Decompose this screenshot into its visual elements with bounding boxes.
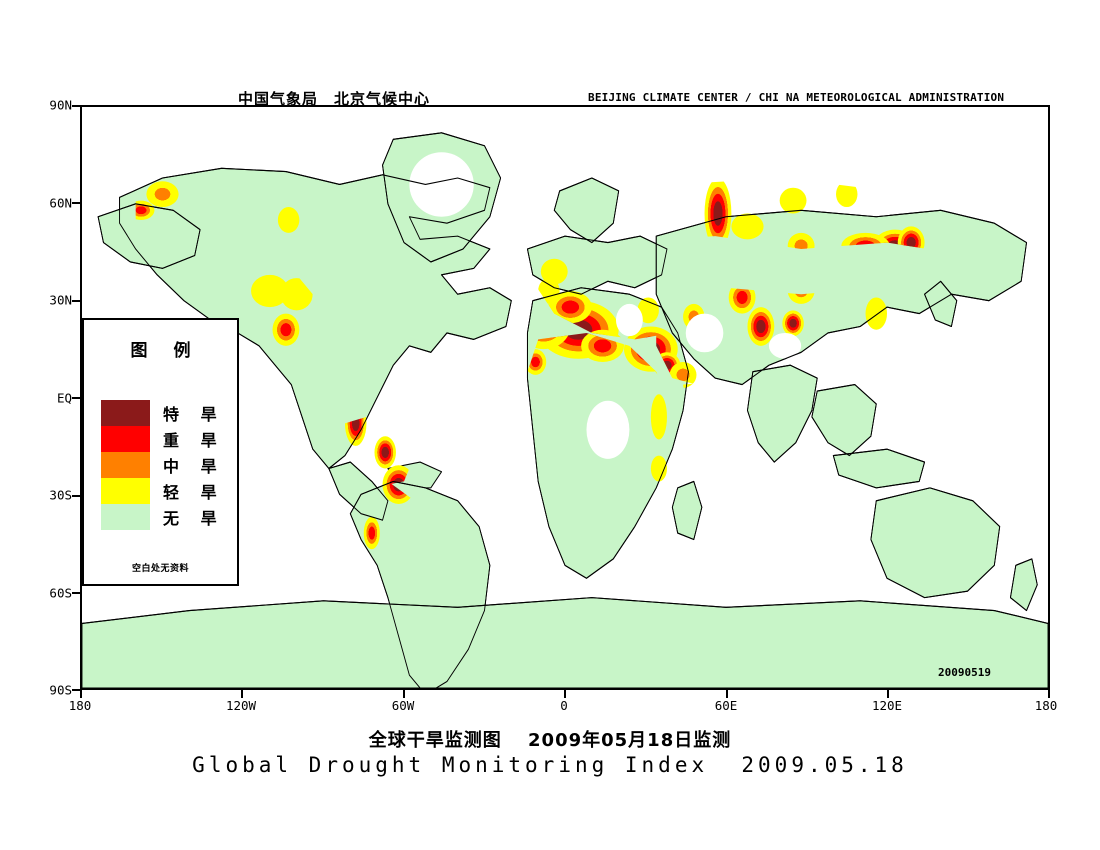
y-axis-mark-30s <box>72 495 80 497</box>
land-antarctica <box>82 597 1048 688</box>
y-tick-eq: EQ <box>56 390 72 405</box>
legend-box: 图 例 特 旱 重 旱 中 旱 轻 旱 无 旱 空白处无资料 <box>82 318 239 586</box>
drought-region-chile-south <box>363 516 380 550</box>
x-axis-mark-0 <box>564 690 566 698</box>
drought-region-us-southern-plains <box>280 278 313 311</box>
x-tick-0: 0 <box>560 698 568 713</box>
drought-region-ural-belt <box>704 178 732 250</box>
legend-label-severe: 重 旱 <box>163 431 225 450</box>
agency-header-chinese: 中国气象局 北京气候中心 <box>238 90 431 108</box>
drought-region-us-southwest <box>251 274 289 308</box>
y-tick-60s: 60S <box>49 585 72 600</box>
legend-title: 图 例 <box>130 341 201 361</box>
legend-swatch-moderate <box>101 452 150 478</box>
x-axis-mark-180w <box>80 690 82 698</box>
legend-label-none: 无 旱 <box>163 509 225 528</box>
legend-swatch-extreme <box>101 400 150 426</box>
agency-header-english: BEIJING CLIMATE CENTER / CHI NA METEOROL… <box>588 91 1005 104</box>
legend-item-moderate: 中 旱 <box>101 452 231 478</box>
y-tick-90s: 90S <box>49 682 72 698</box>
legend-label-mild: 轻 旱 <box>163 483 225 502</box>
legend-item-extreme: 特 旱 <box>101 400 231 426</box>
legend-label-moderate: 中 旱 <box>163 457 225 476</box>
world-map[interactable]: 20090519 <box>80 105 1050 690</box>
x-tick-120e: 120E <box>871 698 903 713</box>
y-axis-mark-90n <box>72 105 80 107</box>
chart-title-chinese: 全球干旱监测图 2009年05月18日监测 <box>368 730 732 751</box>
drought-region-bolivia <box>374 436 396 469</box>
nodata-greenland-interior <box>409 152 474 217</box>
legend-swatch-mild <box>101 478 150 504</box>
drought-region-canada-prairie <box>277 207 300 233</box>
y-axis-mark-60n <box>72 202 80 204</box>
x-axis-mark-120w <box>241 690 243 698</box>
y-axis-mark-eq <box>72 397 80 399</box>
y-tick-90n: 90N <box>49 97 72 113</box>
x-axis-mark-120e <box>887 690 889 698</box>
nodata-arabia-blank <box>685 313 724 353</box>
legend-label-extreme: 特 旱 <box>163 405 225 424</box>
nodata-sahara-blank <box>615 303 643 337</box>
drought-region-siberia-east <box>836 181 858 208</box>
y-axis-mark-60s <box>72 592 80 594</box>
legend-swatch-severe <box>101 426 150 452</box>
nodata-congo-basin <box>586 400 630 459</box>
chart-title-english: Global Drought Monitoring Index 2009.05.… <box>192 753 908 777</box>
x-axis-mark-180e <box>1048 690 1050 698</box>
legend-swatch-none <box>101 504 150 530</box>
map-datestamp: 20090519 <box>938 666 991 679</box>
drought-region-east-india <box>782 310 804 337</box>
drought-region-siberia-west <box>779 187 807 214</box>
x-tick-60e: 60E <box>714 698 738 713</box>
nodata-himalaya <box>768 332 802 359</box>
latitude-axis: 90N 60N 30N EQ 30S 60S 90S <box>30 98 72 698</box>
legend-item-none: 无 旱 <box>101 504 231 530</box>
legend-item-mild: 轻 旱 <box>101 478 231 504</box>
coastline-layer <box>82 132 1048 688</box>
longitude-axis: 180 120W 60W 0 60E 120E 180 <box>0 698 1100 718</box>
drought-region-iberia <box>540 258 568 285</box>
x-axis-mark-60w <box>403 690 405 698</box>
nodata-layer <box>409 152 802 459</box>
y-tick-30s: 30S <box>49 487 72 503</box>
drought-region-mozambique <box>650 455 667 482</box>
legend-note: 空白处无资料 <box>131 564 189 574</box>
y-axis-mark-90s <box>72 689 80 691</box>
drought-region-mexico-west <box>272 313 300 346</box>
legend-item-severe: 重 旱 <box>101 426 231 452</box>
y-axis-mark-30n <box>72 300 80 302</box>
drought-region-kazakhstan <box>731 213 764 240</box>
drought-region-west-india <box>747 307 775 346</box>
x-tick-60w: 60W <box>391 698 415 713</box>
drought-region-alaska <box>146 181 179 208</box>
x-tick-180w: 180 <box>68 698 92 713</box>
drought-region-se-china <box>865 297 887 330</box>
y-tick-30n: 30N <box>49 292 72 308</box>
legend-items: 特 旱 重 旱 中 旱 轻 旱 无 旱 <box>101 400 231 530</box>
drought-region-east-africa-rift <box>650 394 667 440</box>
drought-region-algeria <box>548 290 592 324</box>
x-axis-mark-60e <box>726 690 728 698</box>
x-tick-120w: 120W <box>225 698 257 713</box>
x-tick-180e: 180 <box>1034 698 1058 713</box>
y-tick-60n: 60N <box>49 195 72 210</box>
